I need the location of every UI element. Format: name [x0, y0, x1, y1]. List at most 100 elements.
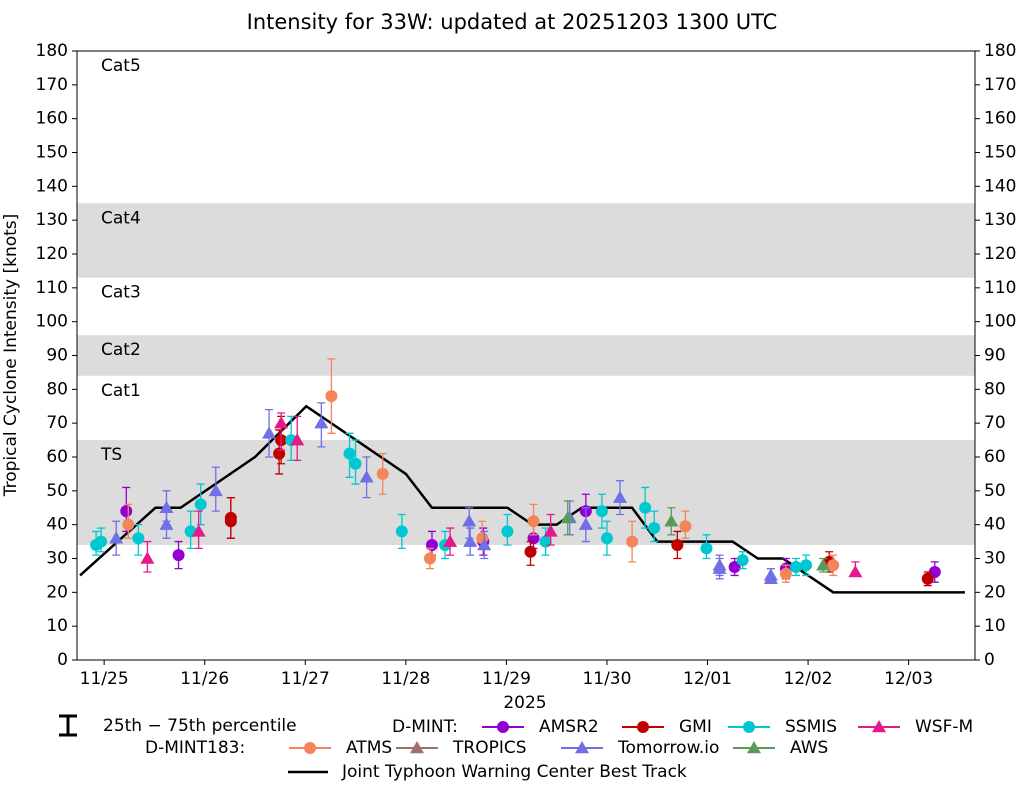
- marker: [359, 470, 374, 483]
- marker: [463, 534, 478, 547]
- marker: [527, 515, 540, 528]
- data-point: [95, 527, 108, 553]
- y-tick-label: 130: [36, 210, 68, 230]
- marker: [349, 457, 362, 470]
- marker: [600, 532, 613, 545]
- data-point: [921, 571, 934, 587]
- marker: [747, 741, 761, 754]
- marker: [290, 433, 305, 446]
- x-tick-label: 12/01: [683, 669, 732, 689]
- marker: [395, 525, 408, 538]
- marker: [712, 561, 727, 574]
- data-point: [639, 486, 652, 529]
- data-point: [443, 527, 458, 556]
- y-tick-label: 160: [36, 109, 68, 129]
- data-point: [359, 456, 374, 499]
- best-track-line: [79, 404, 965, 594]
- percentile-icon: [59, 714, 77, 737]
- marker: [543, 524, 558, 537]
- marker: [191, 524, 206, 537]
- y2-tick-label: 80: [984, 379, 1006, 399]
- y2-tick-label: 10: [984, 616, 1006, 636]
- y-tick-label: 10: [46, 616, 68, 636]
- legend-label: Tomorrow.io: [617, 738, 719, 758]
- y2-tick-label: 130: [984, 210, 1016, 230]
- marker: [159, 500, 174, 513]
- data-point: [613, 480, 628, 516]
- data-point: [191, 510, 206, 549]
- data-point: [343, 432, 356, 478]
- y2-tick-label: 0: [984, 650, 995, 670]
- legend-label: AMSR2: [539, 717, 599, 737]
- y2-tick-label: 30: [984, 549, 1006, 569]
- data-point: [595, 493, 608, 529]
- marker: [95, 535, 108, 548]
- band-label: Cat5: [101, 56, 141, 76]
- x-tick-label: 11/26: [180, 669, 229, 689]
- marker: [262, 426, 277, 439]
- y-tick-label: 140: [36, 176, 68, 196]
- data-point: [779, 564, 792, 583]
- data-point: [395, 513, 408, 549]
- y-tick-label: 30: [46, 549, 68, 569]
- x-tick-label: 12/02: [784, 669, 833, 689]
- marker: [728, 560, 741, 573]
- y2-tick-label: 140: [984, 176, 1016, 196]
- data-point: [120, 486, 133, 533]
- data-point: [712, 557, 727, 580]
- data-point: [274, 412, 289, 451]
- data-point: [477, 530, 492, 560]
- marker: [325, 390, 338, 403]
- marker: [524, 545, 537, 558]
- y2-tick-label: 160: [984, 109, 1016, 129]
- data-point: [194, 483, 207, 526]
- data-point: [208, 466, 223, 512]
- marker: [595, 505, 608, 518]
- legend-label: Joint Typhoon Warning Center Best Track: [341, 762, 687, 782]
- marker: [477, 537, 492, 551]
- data-point: [600, 520, 613, 556]
- x-tick-label: 11/28: [381, 669, 430, 689]
- y-tick-label: 70: [46, 413, 68, 433]
- data-point: [376, 452, 389, 495]
- marker: [763, 568, 778, 581]
- y2-tick-label: 120: [984, 244, 1016, 264]
- legend-label: AWS: [790, 738, 828, 758]
- y-tick-label: 170: [36, 75, 68, 95]
- y2-tick-label: 50: [984, 481, 1006, 501]
- marker: [140, 551, 155, 564]
- y-tick-label: 100: [36, 312, 68, 332]
- marker: [443, 534, 458, 547]
- data-point: [578, 507, 593, 543]
- marker: [376, 467, 389, 480]
- marker: [664, 514, 679, 527]
- data-point: [848, 561, 863, 578]
- x-tick-label: 11/27: [281, 669, 330, 689]
- marker: [304, 742, 316, 754]
- data-point: [314, 402, 329, 448]
- y2-tick-label: 20: [984, 582, 1006, 602]
- band-label: TS: [100, 445, 122, 465]
- marker: [194, 498, 207, 511]
- data-point: [527, 503, 540, 536]
- x-tick-label: 11/29: [482, 669, 531, 689]
- y-tick-label: 80: [46, 379, 68, 399]
- data-point: [159, 507, 174, 539]
- band-label: Cat4: [101, 208, 141, 228]
- marker: [578, 517, 593, 530]
- marker: [122, 518, 135, 531]
- marker: [159, 517, 174, 530]
- marker: [501, 525, 514, 538]
- x-tick-label: 11/25: [80, 669, 129, 689]
- y2-tick-label: 150: [984, 143, 1016, 163]
- band: [77, 203, 975, 278]
- y-tick-label: 120: [36, 244, 68, 264]
- marker: [172, 549, 185, 562]
- data-point: [800, 554, 813, 577]
- y2-tick-label: 180: [984, 41, 1016, 61]
- marker: [827, 559, 840, 572]
- marker: [132, 532, 145, 545]
- data-point: [790, 557, 803, 577]
- data-point: [122, 503, 135, 539]
- y2-tick-label: 90: [984, 346, 1006, 366]
